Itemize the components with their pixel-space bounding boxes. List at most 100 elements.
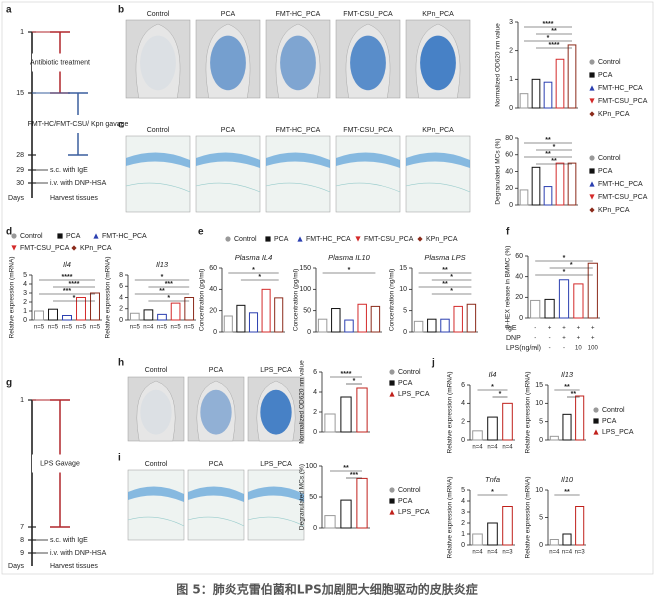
table-cell: + bbox=[577, 326, 581, 332]
y-tick-label: 15 bbox=[399, 265, 407, 272]
day-label: 7 bbox=[20, 524, 24, 531]
table-cell: + bbox=[577, 336, 581, 342]
day-label: 30 bbox=[16, 180, 24, 187]
sig-stars: **** bbox=[341, 371, 352, 378]
y-tick-label: 60 bbox=[515, 253, 523, 260]
ear-stain bbox=[260, 389, 292, 435]
day-label: 8 bbox=[20, 537, 24, 544]
y-tick-label: 5 bbox=[23, 272, 27, 279]
bar bbox=[502, 402, 513, 441]
tissue bbox=[266, 152, 330, 168]
tissue bbox=[196, 152, 260, 168]
fiber bbox=[125, 182, 191, 193]
legend-label: FMT-CSU_PCA bbox=[20, 245, 70, 252]
x-tick-label: n=4 bbox=[472, 445, 483, 451]
y-tick-label: 80 bbox=[505, 135, 513, 142]
x-tick-label: n=4 bbox=[549, 550, 560, 556]
image-label: Control bbox=[147, 11, 170, 18]
y-tick-label: 0 bbox=[403, 329, 407, 336]
y-tick-label: 0 bbox=[119, 317, 123, 324]
day-label: 9 bbox=[20, 550, 24, 557]
image-label: KPn_PCA bbox=[422, 11, 454, 18]
panel-label: f bbox=[506, 227, 510, 238]
sig-stars: ** bbox=[551, 28, 557, 35]
y-axis-label: Concentration (ng/ml) bbox=[389, 269, 396, 332]
bar bbox=[519, 93, 529, 109]
y-axis-label: Relative expression (mRNA) bbox=[447, 372, 454, 454]
legend-label: FMT-CSU_PCA bbox=[598, 194, 648, 201]
sig-stars: **** bbox=[62, 274, 73, 281]
bar bbox=[558, 279, 570, 319]
sig-stars: *** bbox=[165, 281, 173, 288]
legend-label: Control bbox=[20, 233, 43, 240]
legend-marker bbox=[265, 236, 271, 242]
x-tick-label: n=5 bbox=[62, 325, 73, 331]
sig-stars: ** bbox=[545, 137, 551, 144]
image-label: Control bbox=[147, 127, 170, 134]
legend-marker bbox=[589, 168, 595, 174]
ear-stain bbox=[210, 35, 246, 91]
ear-stain bbox=[200, 389, 232, 435]
ear-stain bbox=[140, 35, 176, 91]
days-label: Days bbox=[8, 563, 24, 570]
image-frame bbox=[187, 469, 245, 541]
legend-marker bbox=[589, 85, 595, 91]
image-frame bbox=[125, 135, 191, 213]
bar bbox=[248, 312, 259, 333]
chart-title: Il13 bbox=[561, 370, 574, 379]
legend-marker bbox=[417, 236, 423, 242]
panel-label: a bbox=[6, 5, 12, 16]
table-cell: - bbox=[549, 336, 551, 342]
image-frame bbox=[405, 135, 471, 213]
y-tick-label: 0 bbox=[519, 315, 523, 322]
x-tick-label: n=5 bbox=[157, 325, 168, 331]
image-label: FMT-CSU_PCA bbox=[343, 11, 393, 18]
table-cell: + bbox=[562, 336, 566, 342]
y-tick-label: 20 bbox=[209, 308, 217, 315]
treatment-label: LPS Gavage bbox=[40, 460, 80, 467]
legend-marker bbox=[593, 407, 599, 413]
y-tick-label: 60 bbox=[209, 265, 217, 272]
panel-label: e bbox=[198, 227, 204, 238]
legend-marker bbox=[297, 236, 303, 242]
y-tick-label: 20 bbox=[515, 294, 523, 301]
table-cell: + bbox=[591, 336, 595, 342]
sig-stars: * bbox=[450, 288, 453, 295]
chart-title: Plasma LPS bbox=[424, 253, 465, 262]
ear bbox=[196, 380, 236, 442]
legend-label: FMT-HC_PCA bbox=[598, 181, 643, 188]
y-tick-label: 3 bbox=[461, 509, 465, 516]
legend-label: Control bbox=[398, 369, 421, 376]
x-tick-label: n=5 bbox=[90, 325, 101, 331]
ear bbox=[136, 380, 176, 442]
sig-stars: * bbox=[161, 274, 164, 281]
y-tick-label: 0 bbox=[461, 542, 465, 549]
fiber bbox=[335, 182, 401, 193]
table-cell: - bbox=[534, 336, 536, 342]
y-tick-label: 0 bbox=[461, 437, 465, 444]
fiber bbox=[247, 516, 305, 527]
bar bbox=[562, 413, 572, 441]
y-tick-label: 10 bbox=[399, 286, 407, 293]
fiber bbox=[187, 516, 245, 527]
y-axis-label: β-HEX release in BMMC (%) bbox=[505, 246, 512, 329]
treatment-label: FMT-HC/FMT-CSU/ Kpn gavage bbox=[28, 121, 129, 128]
chart-title: Il10 bbox=[561, 475, 574, 484]
sig-stars: * bbox=[570, 262, 573, 269]
bar bbox=[543, 186, 553, 206]
legend-label: PCA bbox=[602, 418, 617, 425]
y-tick-label: 2 bbox=[461, 419, 465, 426]
y-axis-label: Relative expression (mRNA) bbox=[9, 257, 16, 339]
y-tick-label: 40 bbox=[505, 168, 513, 175]
bar bbox=[440, 318, 450, 333]
day-label: 29 bbox=[16, 167, 24, 174]
bar bbox=[487, 522, 498, 546]
y-tick-label: 20 bbox=[505, 185, 513, 192]
legend-label: KPn_PCA bbox=[80, 245, 112, 252]
sig-stars: **** bbox=[69, 281, 80, 288]
sig-stars: ** bbox=[551, 158, 557, 165]
x-tick-label: n=4 bbox=[472, 550, 483, 556]
legend-marker bbox=[93, 233, 99, 239]
image-label: PCA bbox=[221, 127, 236, 134]
image-frame bbox=[247, 469, 305, 541]
